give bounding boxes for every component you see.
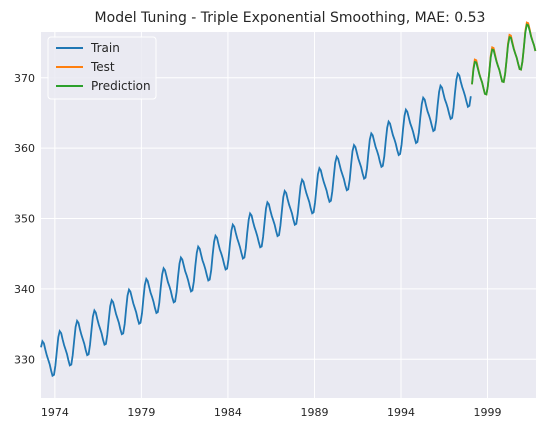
- x-tick-label: 1974: [41, 406, 69, 419]
- x-tick-label: 1989: [300, 406, 328, 419]
- series-line-train: [40, 71, 472, 378]
- grid: [41, 32, 536, 398]
- series-line-prediction: [471, 23, 537, 96]
- tick-labels: 1974 1979 1984 1989 1994 1999 330 340 350 360 370: [14, 72, 502, 419]
- chart-title: Model Tuning - Triple Exponential Smooth…: [95, 10, 486, 26]
- legend-label: Train: [90, 41, 120, 55]
- y-tick-label: 330: [14, 353, 35, 366]
- legend: Train Test Prediction: [47, 36, 157, 100]
- legend-label: Test: [90, 60, 115, 74]
- legend-box: [47, 36, 157, 100]
- series-lines: [40, 21, 537, 378]
- y-tick-label: 360: [14, 142, 35, 155]
- legend-label: Prediction: [91, 79, 151, 93]
- y-tick-label: 340: [14, 283, 35, 296]
- y-tick-label: 370: [14, 72, 35, 85]
- x-tick-label: 1979: [127, 406, 155, 419]
- x-tick-label: 1999: [474, 406, 502, 419]
- x-tick-label: 1984: [214, 406, 242, 419]
- x-tick-label: 1994: [387, 406, 415, 419]
- y-tick-label: 350: [14, 213, 35, 226]
